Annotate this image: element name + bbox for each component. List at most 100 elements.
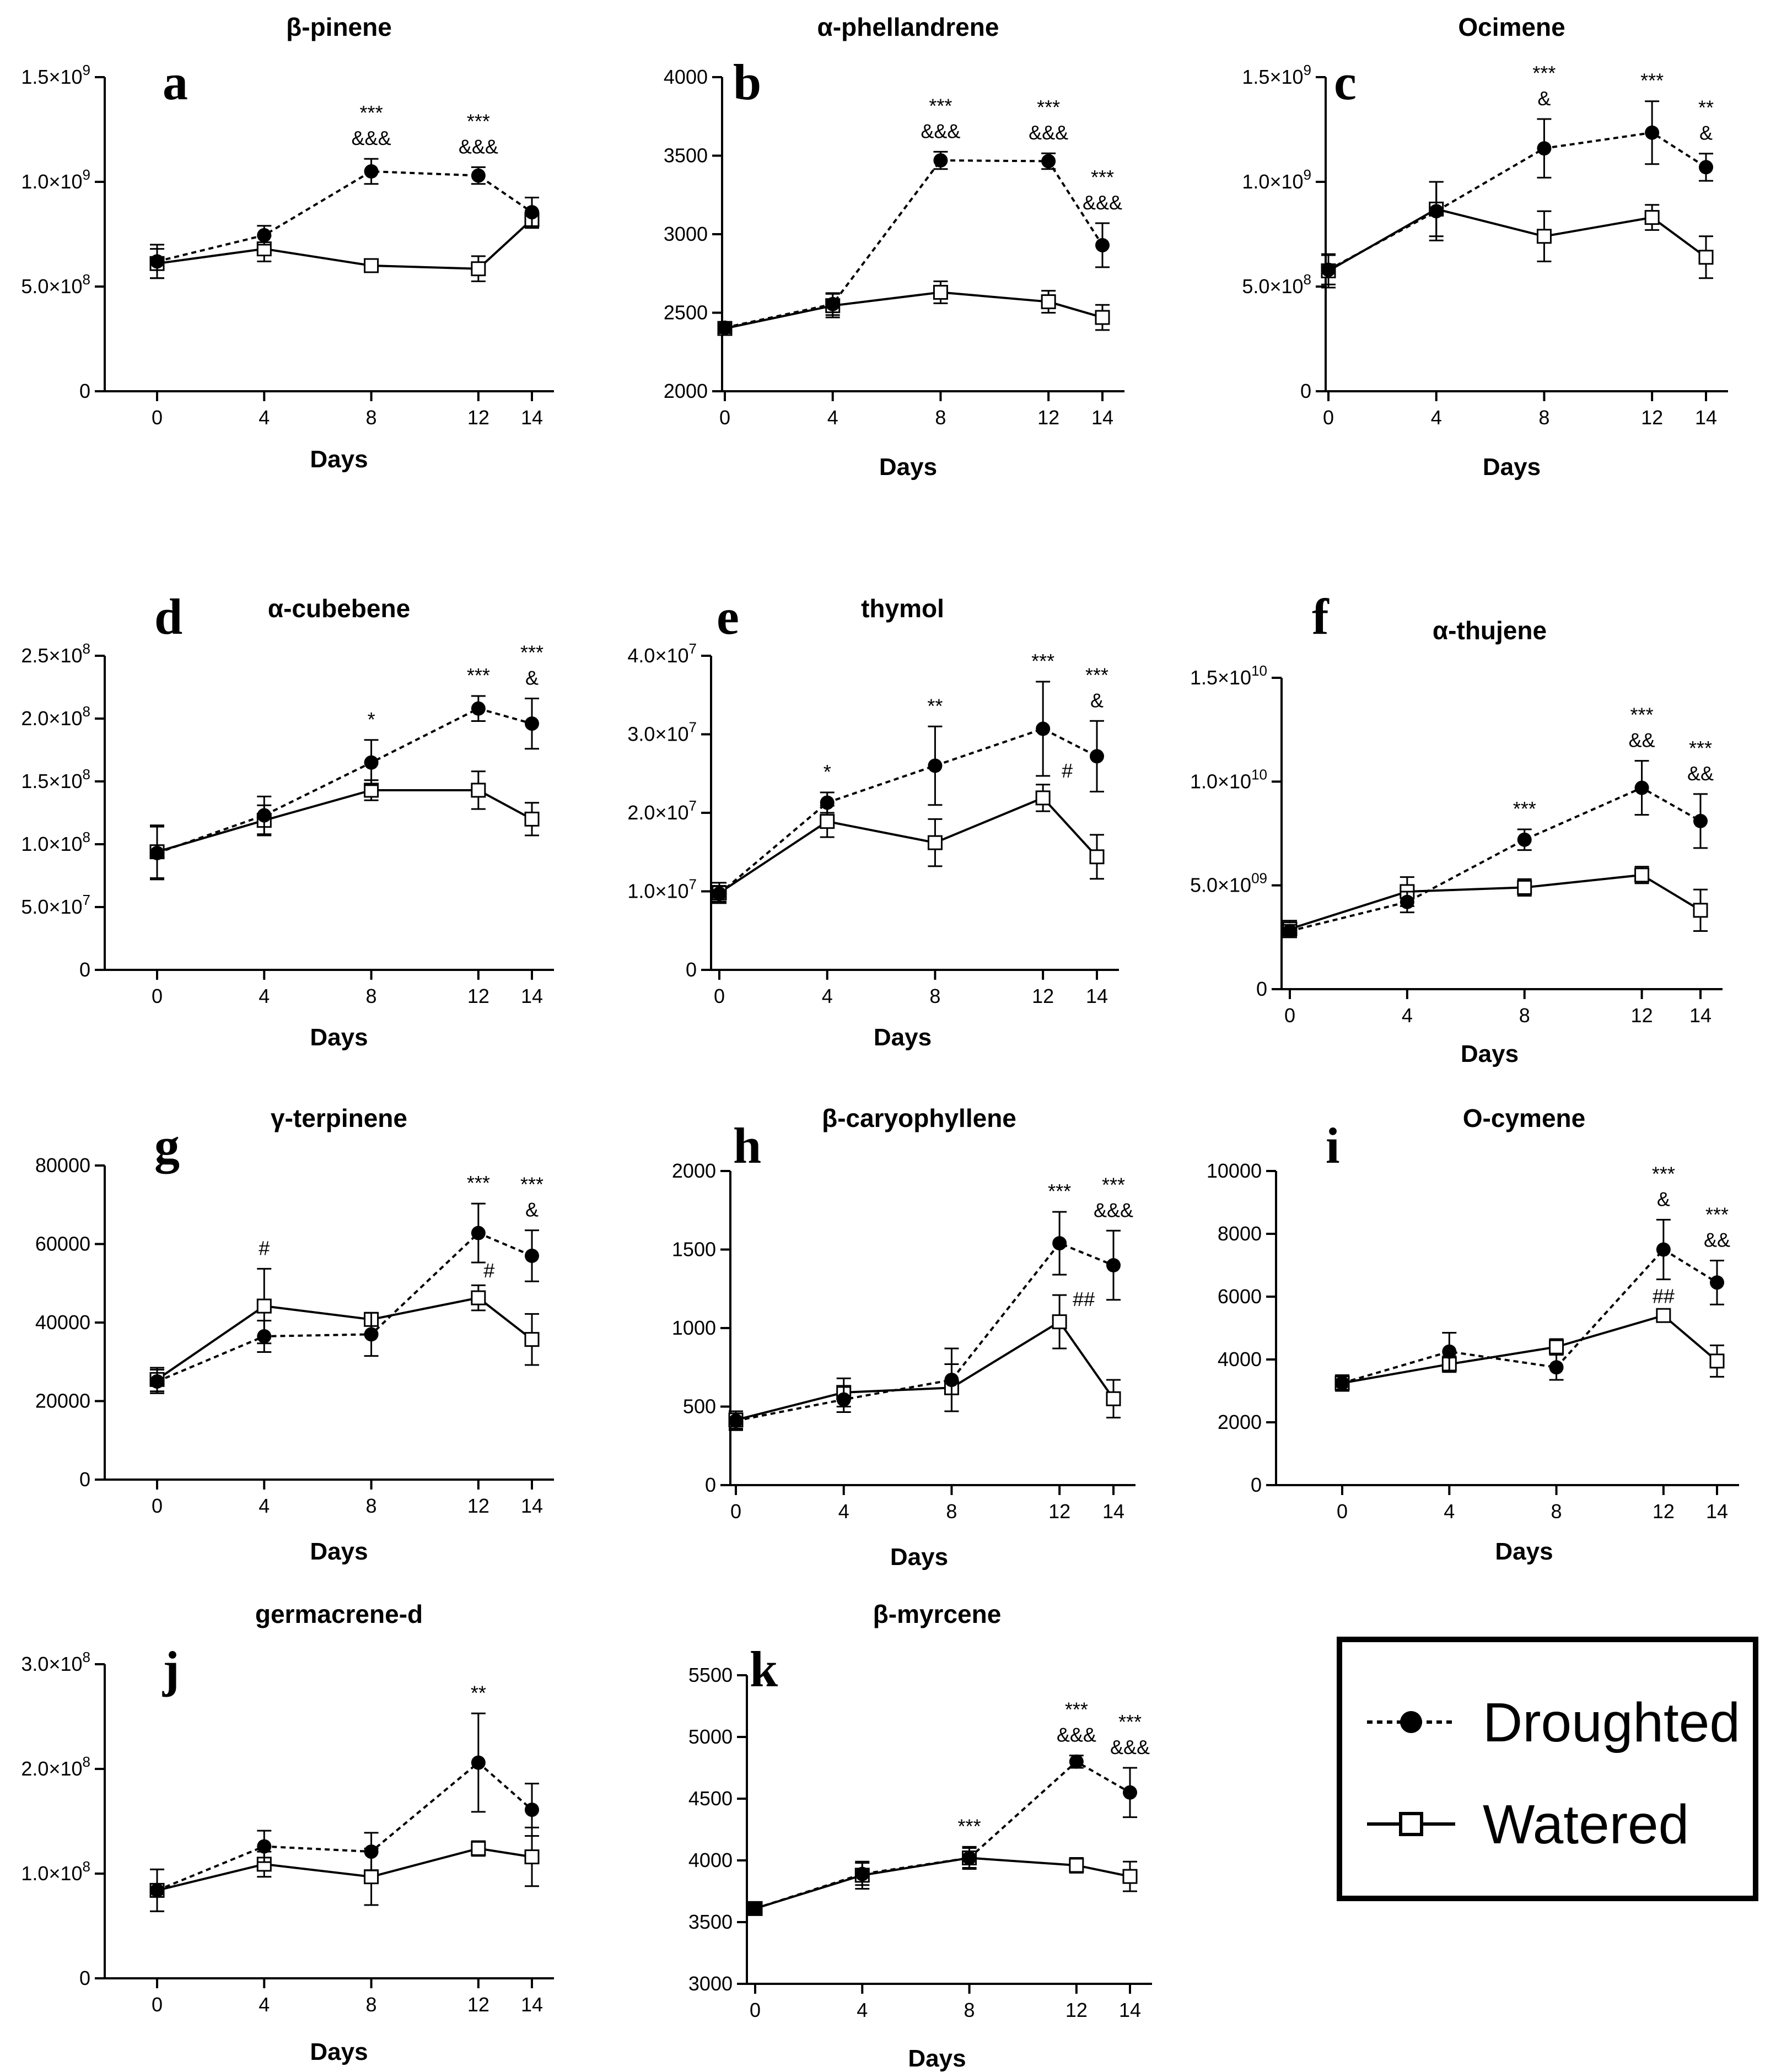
significance-label: ##	[1073, 1288, 1095, 1310]
x-tick-label: 0	[730, 1500, 741, 1523]
point-droughted	[257, 1329, 272, 1343]
point-droughted	[1123, 1785, 1137, 1800]
x-tick-label: 0	[1323, 406, 1334, 429]
point-droughted	[471, 1755, 486, 1770]
significance-label: ***	[1065, 1698, 1088, 1721]
point-droughted	[1442, 1344, 1457, 1359]
point-watered	[1549, 1339, 1564, 1355]
y-tick-label: 1.0×109	[21, 166, 90, 193]
x-tick-label: 14	[1695, 406, 1717, 429]
x-tick-label: 12	[1641, 406, 1663, 429]
x-tick-label: 12	[467, 406, 489, 429]
x-tick-label: 14	[1102, 1500, 1124, 1523]
point-watered	[1089, 849, 1105, 865]
point-watered	[524, 1332, 540, 1347]
y-tick-label: 2000	[664, 380, 708, 402]
point-droughted	[1656, 1242, 1671, 1257]
point-droughted	[150, 1374, 164, 1389]
significance-label: ***	[1031, 650, 1054, 672]
y-tick-label: 1.0×108	[21, 1858, 90, 1885]
y-tick-label: 80000	[35, 1154, 90, 1177]
point-droughted	[1036, 721, 1051, 736]
panel-letter: d	[154, 589, 182, 645]
y-tick-label: 2500	[664, 301, 708, 324]
y-tick-label: 0	[79, 1468, 90, 1491]
legend-droughted-marker	[1400, 1711, 1422, 1733]
panel-letter: g	[154, 1118, 180, 1174]
y-tick-label: 0	[79, 958, 90, 981]
point-watered	[1035, 790, 1051, 806]
significance-label: ***	[1532, 62, 1556, 84]
y-tick-label: 5.0×108	[1242, 271, 1311, 298]
y-tick-label: 1.0×107	[627, 876, 697, 903]
point-droughted	[471, 168, 486, 183]
x-axis-label: Days	[890, 1544, 948, 1571]
x-tick-label: 8	[964, 1999, 975, 2021]
point-droughted	[150, 254, 164, 269]
series-line-droughted	[718, 727, 1097, 895]
significance-label: ***	[1118, 1711, 1142, 1733]
x-tick-label: 14	[521, 1993, 543, 2016]
x-tick-label: 0	[152, 1494, 163, 1517]
significance-label: &&&	[1094, 1199, 1133, 1221]
y-tick-label: 500	[683, 1395, 716, 1418]
x-tick-label: 12	[1032, 985, 1054, 1007]
point-watered	[1644, 210, 1660, 225]
y-tick-label: 5.0×107	[21, 892, 90, 918]
point-droughted	[718, 320, 732, 335]
x-tick-label: 4	[822, 985, 833, 1007]
y-tick-label: 40000	[35, 1311, 90, 1334]
significance-label: &	[1699, 122, 1713, 144]
point-watered	[1122, 1869, 1138, 1884]
panel-a: β-pinene a 0 5.0×108 1.0×109 1.5×109 0 4 8 12 14 Da…	[21, 13, 554, 473]
significance-label: &	[1657, 1188, 1670, 1210]
significance-label: ***	[520, 1173, 543, 1196]
x-tick-label: 8	[1519, 1004, 1530, 1027]
y-tick-label: 2.0×108	[21, 1753, 90, 1780]
legend-watered-label: Watered	[1483, 1794, 1689, 1855]
significance-label: ***	[467, 110, 490, 132]
y-tick-label: 1.5×108	[21, 766, 90, 792]
y-tick-label: 0	[1256, 978, 1267, 1000]
x-axis-label: Days	[1461, 1040, 1519, 1067]
y-tick-label: 0	[1300, 380, 1311, 402]
significance-label: &&&	[921, 120, 960, 142]
x-tick-label: 8	[366, 1494, 377, 1517]
significance-label: ***	[1048, 1180, 1071, 1202]
x-tick-label: 14	[521, 406, 543, 429]
point-droughted	[1283, 924, 1297, 938]
point-droughted	[944, 1373, 959, 1388]
series-line-droughted	[724, 159, 1104, 329]
panel-title: germacrene-d	[255, 1600, 423, 1628]
significance-label: &&&	[459, 135, 498, 158]
panel-letter: h	[733, 1118, 761, 1174]
y-tick-label: 10000	[1207, 1159, 1262, 1182]
point-droughted	[471, 701, 486, 716]
series-line-droughted	[735, 1242, 1114, 1422]
point-watered	[471, 261, 486, 277]
panel-letter: a	[163, 54, 188, 110]
point-watered	[1052, 1314, 1067, 1330]
point-watered	[364, 1869, 379, 1885]
x-tick-label: 0	[152, 1993, 163, 2016]
x-tick-label: 8	[1551, 1500, 1562, 1523]
point-droughted	[364, 164, 379, 179]
x-tick-label: 12	[1048, 1500, 1070, 1523]
point-droughted	[1710, 1275, 1724, 1290]
significance-label: ***	[1091, 166, 1114, 188]
significance-label: &	[1537, 87, 1551, 110]
y-tick-label: 0	[705, 1474, 716, 1496]
series-line-watered	[1342, 1314, 1718, 1384]
y-tick-label: 3500	[664, 144, 708, 167]
significance-label: ***	[360, 101, 383, 124]
x-axis-label: Days	[310, 1538, 368, 1565]
significance-label: &	[525, 1199, 539, 1221]
panel-title: γ-terpinene	[271, 1104, 407, 1132]
significance-label: ***	[1513, 797, 1536, 820]
point-droughted	[1095, 238, 1110, 252]
significance-label: &&	[1687, 762, 1714, 785]
x-tick-label: 4	[827, 406, 838, 429]
point-droughted	[1400, 894, 1414, 909]
x-tick-label: 12	[467, 1993, 489, 2016]
point-droughted	[855, 1866, 870, 1881]
